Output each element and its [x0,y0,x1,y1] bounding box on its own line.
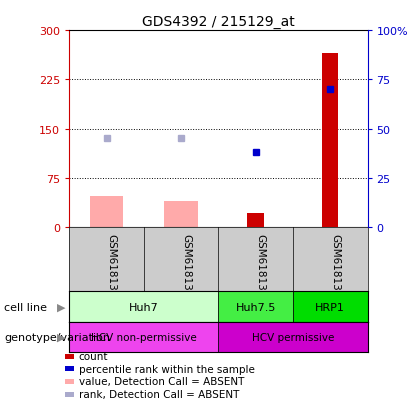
Text: value, Detection Call = ABSENT: value, Detection Call = ABSENT [79,377,244,387]
Text: GSM618134: GSM618134 [256,234,266,297]
Text: ▶: ▶ [57,302,65,312]
Text: HRP1: HRP1 [315,302,345,312]
Text: Huh7: Huh7 [129,302,159,312]
Text: percentile rank within the sample: percentile rank within the sample [79,364,255,374]
Bar [247,213,264,228]
Text: HCV permissive: HCV permissive [252,332,334,342]
Text: GSM618131: GSM618131 [107,234,117,297]
Bar [218,322,368,352]
Bar [218,292,293,322]
Bar [293,292,368,322]
Bar [164,201,198,228]
Text: GSM618133: GSM618133 [181,234,191,297]
Bar [69,322,218,352]
Bar [69,292,218,322]
Text: genotype/variation: genotype/variation [4,332,110,342]
Bar [322,54,339,228]
Text: GSM618132: GSM618132 [330,234,340,297]
Text: rank, Detection Call = ABSENT: rank, Detection Call = ABSENT [79,389,239,399]
Text: cell line: cell line [4,302,47,312]
Title: GDS4392 / 215129_at: GDS4392 / 215129_at [142,14,295,28]
Text: count: count [79,351,108,361]
Text: Huh7.5: Huh7.5 [236,302,276,312]
Text: ▶: ▶ [57,332,65,342]
Bar [90,196,123,228]
Text: HCV non-permissive: HCV non-permissive [91,332,197,342]
